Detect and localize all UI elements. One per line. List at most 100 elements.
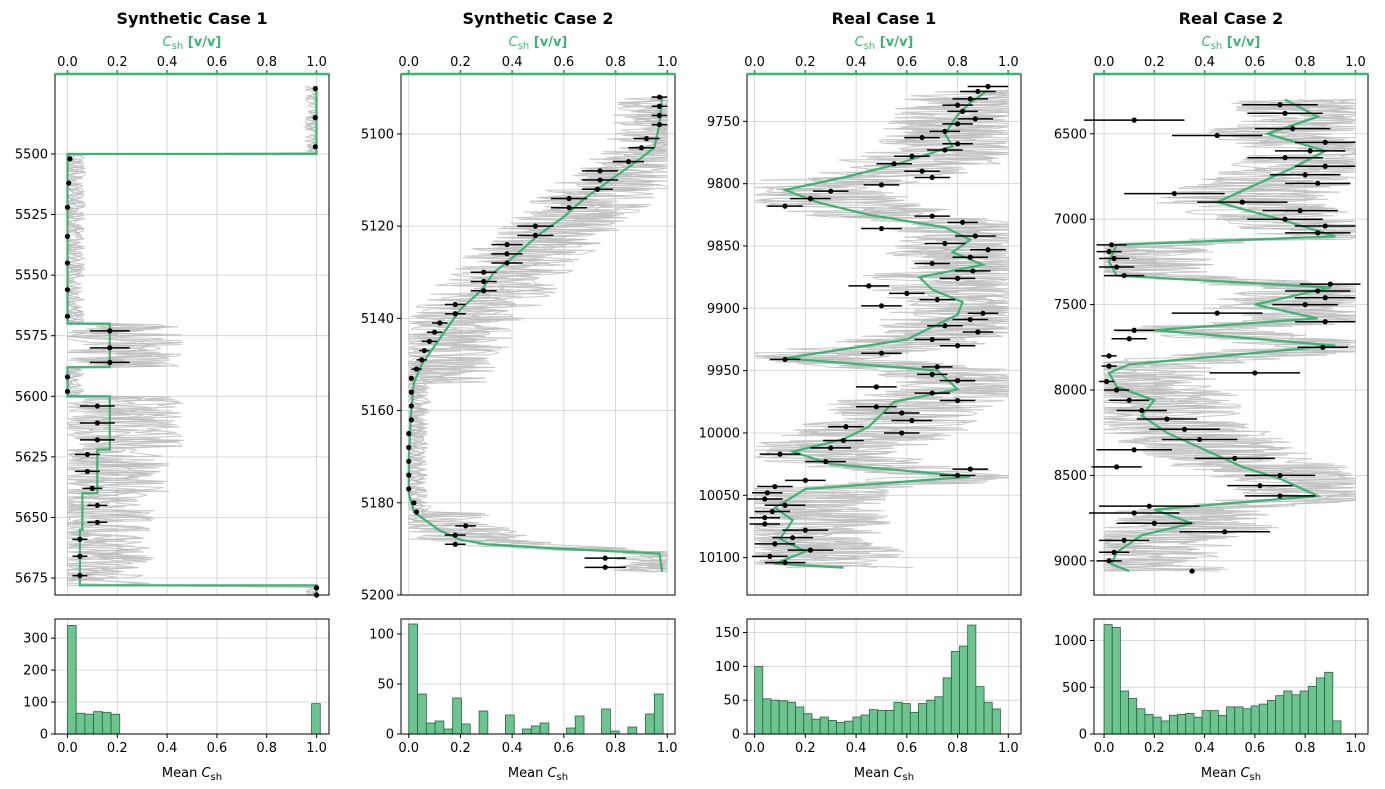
- data-point: [1282, 216, 1288, 222]
- hist-x-tick-label: 0.6: [207, 741, 228, 756]
- data-point: [1139, 407, 1145, 414]
- hist-x-tick-label: 0.8: [1295, 741, 1316, 756]
- data-point: [967, 466, 973, 472]
- data-point: [107, 359, 113, 365]
- y-tick-label: 5500: [15, 147, 48, 162]
- hist-y-tick-label: 100: [23, 696, 48, 711]
- data-point: [1322, 223, 1328, 229]
- data-point: [408, 403, 414, 409]
- data-point: [764, 490, 770, 496]
- hist-x-axis-label-symbol: C: [893, 766, 903, 781]
- top-x-tick-label: 1.0: [657, 55, 678, 70]
- data-point: [1277, 102, 1283, 108]
- data-point: [873, 404, 879, 410]
- data-point: [94, 502, 100, 508]
- data-point: [107, 345, 113, 351]
- y-tick-label: 5120: [361, 220, 394, 235]
- hist-y-tick-label: 50: [723, 694, 740, 709]
- mean-curve: [772, 89, 989, 569]
- data-point: [504, 241, 510, 248]
- data-point: [406, 486, 412, 492]
- data-point: [532, 223, 539, 229]
- data-point: [828, 188, 834, 194]
- data-point: [1126, 397, 1132, 403]
- data-point: [602, 555, 608, 561]
- data-point: [878, 182, 885, 188]
- hist-bar: [1242, 708, 1252, 735]
- hist-bar: [408, 623, 418, 735]
- hist-bar: [1258, 703, 1268, 735]
- data-point: [481, 269, 487, 275]
- hist-bar: [434, 720, 445, 735]
- hist-x-tick-label: 1.0: [1345, 741, 1366, 756]
- hist-x-axis-label-symbol: C: [201, 766, 211, 781]
- data-point: [594, 186, 601, 192]
- hist-bar: [959, 645, 969, 735]
- hist-bar: [110, 713, 121, 735]
- data-point: [421, 348, 427, 354]
- hist-bar: [311, 703, 321, 735]
- top-x-tick-label: 0.2: [107, 55, 128, 70]
- top-x-tick-label: 0.0: [57, 55, 78, 70]
- data-point: [843, 424, 849, 430]
- top-axis-label-subscript: sh: [1211, 41, 1223, 52]
- hist-bar: [786, 701, 796, 735]
- data-point: [1106, 558, 1112, 564]
- hist-bar: [868, 709, 878, 735]
- data-point: [954, 121, 961, 127]
- data-point: [919, 168, 925, 174]
- data-point: [463, 523, 469, 529]
- hist-y-tick-label: 200: [23, 664, 48, 679]
- data-point: [954, 378, 961, 384]
- hist-bar: [819, 716, 829, 735]
- data-point: [960, 219, 966, 225]
- hist-x-tick-label: 0.2: [450, 741, 471, 756]
- data-point: [1146, 503, 1152, 509]
- hist-bar: [1177, 713, 1187, 735]
- data-point: [94, 420, 100, 426]
- data-point: [942, 323, 948, 329]
- histogram: 0.0 0.2 0.4 0.6 0.8 1.0 0 500 1000 Mean Csh: [1054, 618, 1369, 783]
- data-point: [929, 174, 935, 181]
- data-point: [873, 384, 879, 390]
- data-point: [406, 444, 412, 451]
- hist-bar: [860, 714, 870, 735]
- hist-bar: [1307, 685, 1317, 735]
- realization-curve: [65, 85, 319, 595]
- hist-x-tick-label: 0.4: [846, 741, 867, 756]
- hist-bar: [1316, 677, 1326, 735]
- top-x-tick-label: 0.2: [450, 55, 471, 70]
- hist-bar: [795, 706, 805, 735]
- hist-bar: [1299, 690, 1309, 735]
- data-point: [1121, 272, 1127, 279]
- top-axis-label: Csh [v/v]: [855, 35, 914, 52]
- hist-x-tick-label: 0.6: [896, 741, 917, 756]
- y-tick-label: 9750: [707, 115, 740, 130]
- hist-x-tick-label: 0.0: [744, 741, 765, 756]
- hist-bar: [461, 723, 471, 735]
- hist-bar: [84, 713, 95, 735]
- hist-bar: [1160, 720, 1170, 735]
- panel-title: Real Case 2: [1179, 9, 1284, 28]
- top-axis-label: Csh [v/v]: [1202, 35, 1261, 52]
- data-point: [77, 573, 83, 579]
- data-point: [1315, 288, 1321, 294]
- y-tick-label: 8000: [1054, 384, 1087, 399]
- data-point: [406, 431, 412, 437]
- data-point: [1114, 464, 1120, 470]
- data-point: [777, 451, 783, 457]
- data-point: [602, 564, 608, 570]
- realization-curve: [65, 86, 319, 595]
- data-point: [802, 527, 808, 533]
- hist-x-axis-label-subscript: sh: [1250, 772, 1262, 783]
- data-point: [1171, 190, 1178, 197]
- hist-x-axis-label: Mean Csh: [508, 766, 568, 783]
- hist-bar: [417, 693, 427, 735]
- top-axis-label-subscript: sh: [172, 41, 184, 52]
- y-tick-label: 10000: [699, 426, 740, 441]
- hist-y-tick-label: 100: [369, 628, 394, 643]
- top-x-tick-label: 1.0: [306, 55, 327, 70]
- data-point: [1302, 302, 1308, 308]
- hist-bar: [836, 722, 846, 735]
- data-point: [919, 134, 925, 141]
